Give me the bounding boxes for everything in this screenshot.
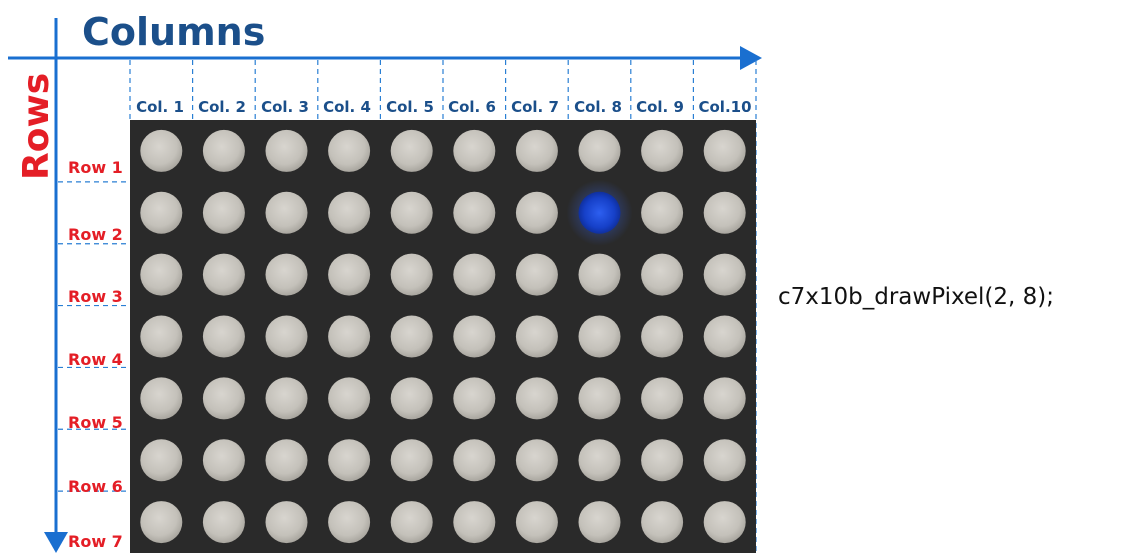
- led-off: [641, 129, 684, 172]
- code-snippet: c7x10b_drawPixel(2, 8);: [778, 284, 1054, 310]
- led-off: [703, 501, 746, 544]
- row-labels: Row 1 Row 2 Row 3 Row 4 Row 5 Row 6 Row …: [68, 158, 123, 551]
- led-off: [140, 191, 183, 234]
- led-off: [515, 253, 558, 296]
- row-label-4: Row 4: [68, 350, 123, 369]
- led-off: [453, 315, 496, 358]
- col-label-3: Col. 3: [261, 98, 309, 116]
- led-off: [390, 191, 433, 234]
- led-off: [515, 377, 558, 420]
- led-off: [202, 439, 245, 482]
- row-label-7: Row 7: [68, 532, 123, 551]
- led-off: [390, 129, 433, 172]
- led-off: [703, 377, 746, 420]
- led-off: [328, 377, 371, 420]
- col-label-4: Col. 4: [323, 98, 371, 116]
- led-off: [265, 129, 308, 172]
- led-off: [328, 439, 371, 482]
- led-off: [453, 129, 496, 172]
- led-off: [515, 439, 558, 482]
- led-off: [265, 315, 308, 358]
- led-off: [328, 253, 371, 296]
- led-off: [641, 253, 684, 296]
- led-off: [202, 501, 245, 544]
- led-off: [390, 315, 433, 358]
- led-off: [453, 501, 496, 544]
- led-off: [578, 129, 621, 172]
- led-off: [140, 315, 183, 358]
- led-off: [265, 253, 308, 296]
- led-off: [641, 315, 684, 358]
- rows-title: Rows: [16, 73, 57, 180]
- led-off: [390, 253, 433, 296]
- led-off: [641, 377, 684, 420]
- led-off: [703, 191, 746, 234]
- row-label-1: Row 1: [68, 158, 123, 177]
- columns-title: Columns: [82, 10, 265, 54]
- led-off: [140, 439, 183, 482]
- rows-arrow-head: [44, 532, 68, 553]
- led-off: [703, 315, 746, 358]
- columns-arrow-head: [740, 46, 762, 70]
- led-off: [140, 129, 183, 172]
- col-label-9: Col. 9: [636, 98, 684, 116]
- led-off: [328, 315, 371, 358]
- led-off: [578, 377, 621, 420]
- led-off: [390, 501, 433, 544]
- led-off: [703, 439, 746, 482]
- led-off: [140, 501, 183, 544]
- led-off: [328, 191, 371, 234]
- led-off: [515, 315, 558, 358]
- col-label-10: Col.10: [698, 98, 751, 116]
- led-off: [265, 191, 308, 234]
- led-off: [140, 253, 183, 296]
- column-labels: Col. 1 Col. 2 Col. 3 Col. 4 Col. 5 Col. …: [136, 98, 751, 116]
- led-off: [641, 501, 684, 544]
- led-off: [202, 191, 245, 234]
- led-off: [703, 129, 746, 172]
- col-label-5: Col. 5: [386, 98, 434, 116]
- led-off: [453, 253, 496, 296]
- led-off: [202, 253, 245, 296]
- led-grid: [140, 129, 746, 544]
- led-off: [453, 377, 496, 420]
- led-off: [515, 129, 558, 172]
- led-off: [641, 439, 684, 482]
- led-off: [453, 439, 496, 482]
- led-off: [515, 501, 558, 544]
- led-off: [140, 377, 183, 420]
- led-off: [328, 129, 371, 172]
- led-off: [453, 191, 496, 234]
- col-label-7: Col. 7: [511, 98, 559, 116]
- col-label-1: Col. 1: [136, 98, 184, 116]
- led-off: [265, 439, 308, 482]
- row-label-3: Row 3: [68, 287, 123, 306]
- row-label-2: Row 2: [68, 225, 123, 244]
- led-off: [703, 253, 746, 296]
- led-off: [202, 315, 245, 358]
- led-off: [515, 191, 558, 234]
- led-off: [265, 501, 308, 544]
- led-lit: [578, 191, 621, 234]
- led-off: [202, 129, 245, 172]
- led-off: [328, 501, 371, 544]
- led-off: [578, 501, 621, 544]
- col-label-8: Col. 8: [574, 98, 622, 116]
- led-off: [390, 377, 433, 420]
- led-off: [202, 377, 245, 420]
- col-label-2: Col. 2: [198, 98, 246, 116]
- row-label-5: Row 5: [68, 413, 123, 432]
- led-off: [578, 315, 621, 358]
- led-off: [390, 439, 433, 482]
- led-off: [265, 377, 308, 420]
- led-off: [578, 253, 621, 296]
- row-label-6: Row 6: [68, 477, 123, 496]
- led-off: [578, 439, 621, 482]
- led-off: [641, 191, 684, 234]
- col-label-6: Col. 6: [448, 98, 496, 116]
